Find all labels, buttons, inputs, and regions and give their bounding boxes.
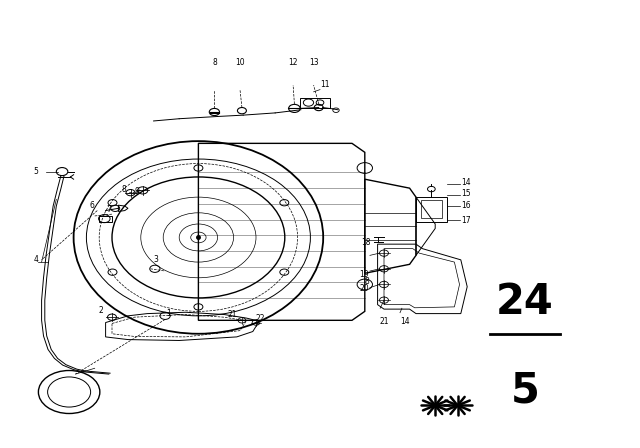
Text: 1: 1 (166, 309, 171, 318)
Text: 6: 6 (90, 201, 95, 210)
Text: 16: 16 (461, 201, 470, 210)
Text: 24: 24 (496, 280, 554, 323)
Text: 8: 8 (212, 58, 217, 67)
Bar (99, 216, 112, 222)
Text: 15: 15 (461, 189, 470, 198)
Bar (300, 98, 330, 108)
Text: 4: 4 (33, 255, 38, 264)
Text: 7: 7 (106, 205, 111, 214)
Text: 21: 21 (227, 310, 237, 319)
Text: 14: 14 (400, 317, 410, 326)
Text: 3: 3 (154, 255, 159, 264)
Text: 12: 12 (289, 58, 298, 67)
Text: 19: 19 (360, 270, 369, 279)
Text: 9: 9 (134, 187, 140, 196)
Text: 10: 10 (235, 58, 245, 67)
Bar (416, 197, 447, 222)
Text: 11: 11 (320, 80, 330, 89)
Bar (421, 200, 442, 218)
Text: 8: 8 (365, 277, 369, 286)
Text: 21: 21 (380, 317, 388, 326)
Text: 20: 20 (360, 284, 369, 293)
Text: 8: 8 (122, 185, 127, 194)
Text: 13: 13 (308, 58, 319, 67)
Text: 22: 22 (256, 314, 266, 323)
Text: 17: 17 (461, 216, 470, 225)
Text: 14: 14 (461, 178, 470, 187)
Text: 2: 2 (99, 306, 104, 314)
Text: 5: 5 (33, 167, 38, 176)
Text: 5: 5 (510, 370, 540, 412)
Text: 18: 18 (362, 238, 371, 247)
